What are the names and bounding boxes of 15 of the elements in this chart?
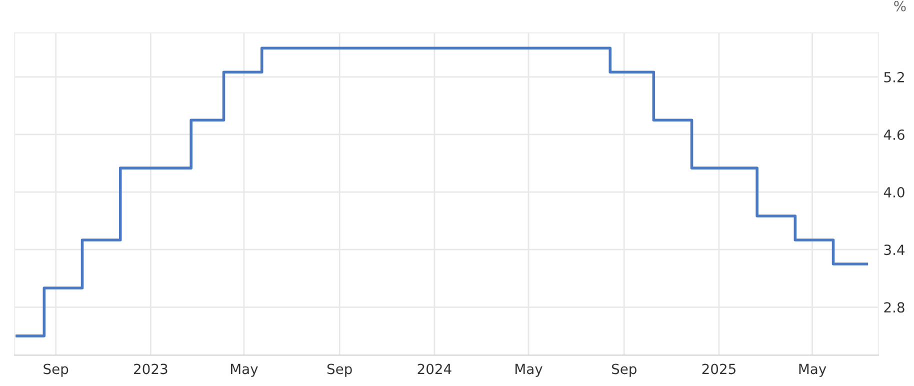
x-tick-label: 2024 bbox=[418, 364, 452, 374]
x-tick-label: Sep bbox=[44, 364, 68, 377]
y-axis-title: % bbox=[894, 0, 906, 12]
y-tick-label: 2.8 bbox=[884, 302, 904, 313]
y-tick-label: 4.6 bbox=[884, 129, 904, 140]
x-tick-label: Sep bbox=[327, 364, 352, 377]
x-tick-label: 2023 bbox=[134, 364, 168, 374]
x-tick-label: 2025 bbox=[702, 364, 736, 374]
x-tick-label: May bbox=[230, 364, 258, 377]
y-tick-label: 4.0 bbox=[884, 187, 904, 198]
x-tick-label: Sep bbox=[612, 364, 636, 377]
x-tick-label: May bbox=[516, 364, 542, 377]
y-tick-label: 5.2 bbox=[884, 72, 904, 82]
y-tick-label: 3.4 bbox=[884, 244, 905, 256]
x-tick-label: May bbox=[799, 364, 826, 377]
